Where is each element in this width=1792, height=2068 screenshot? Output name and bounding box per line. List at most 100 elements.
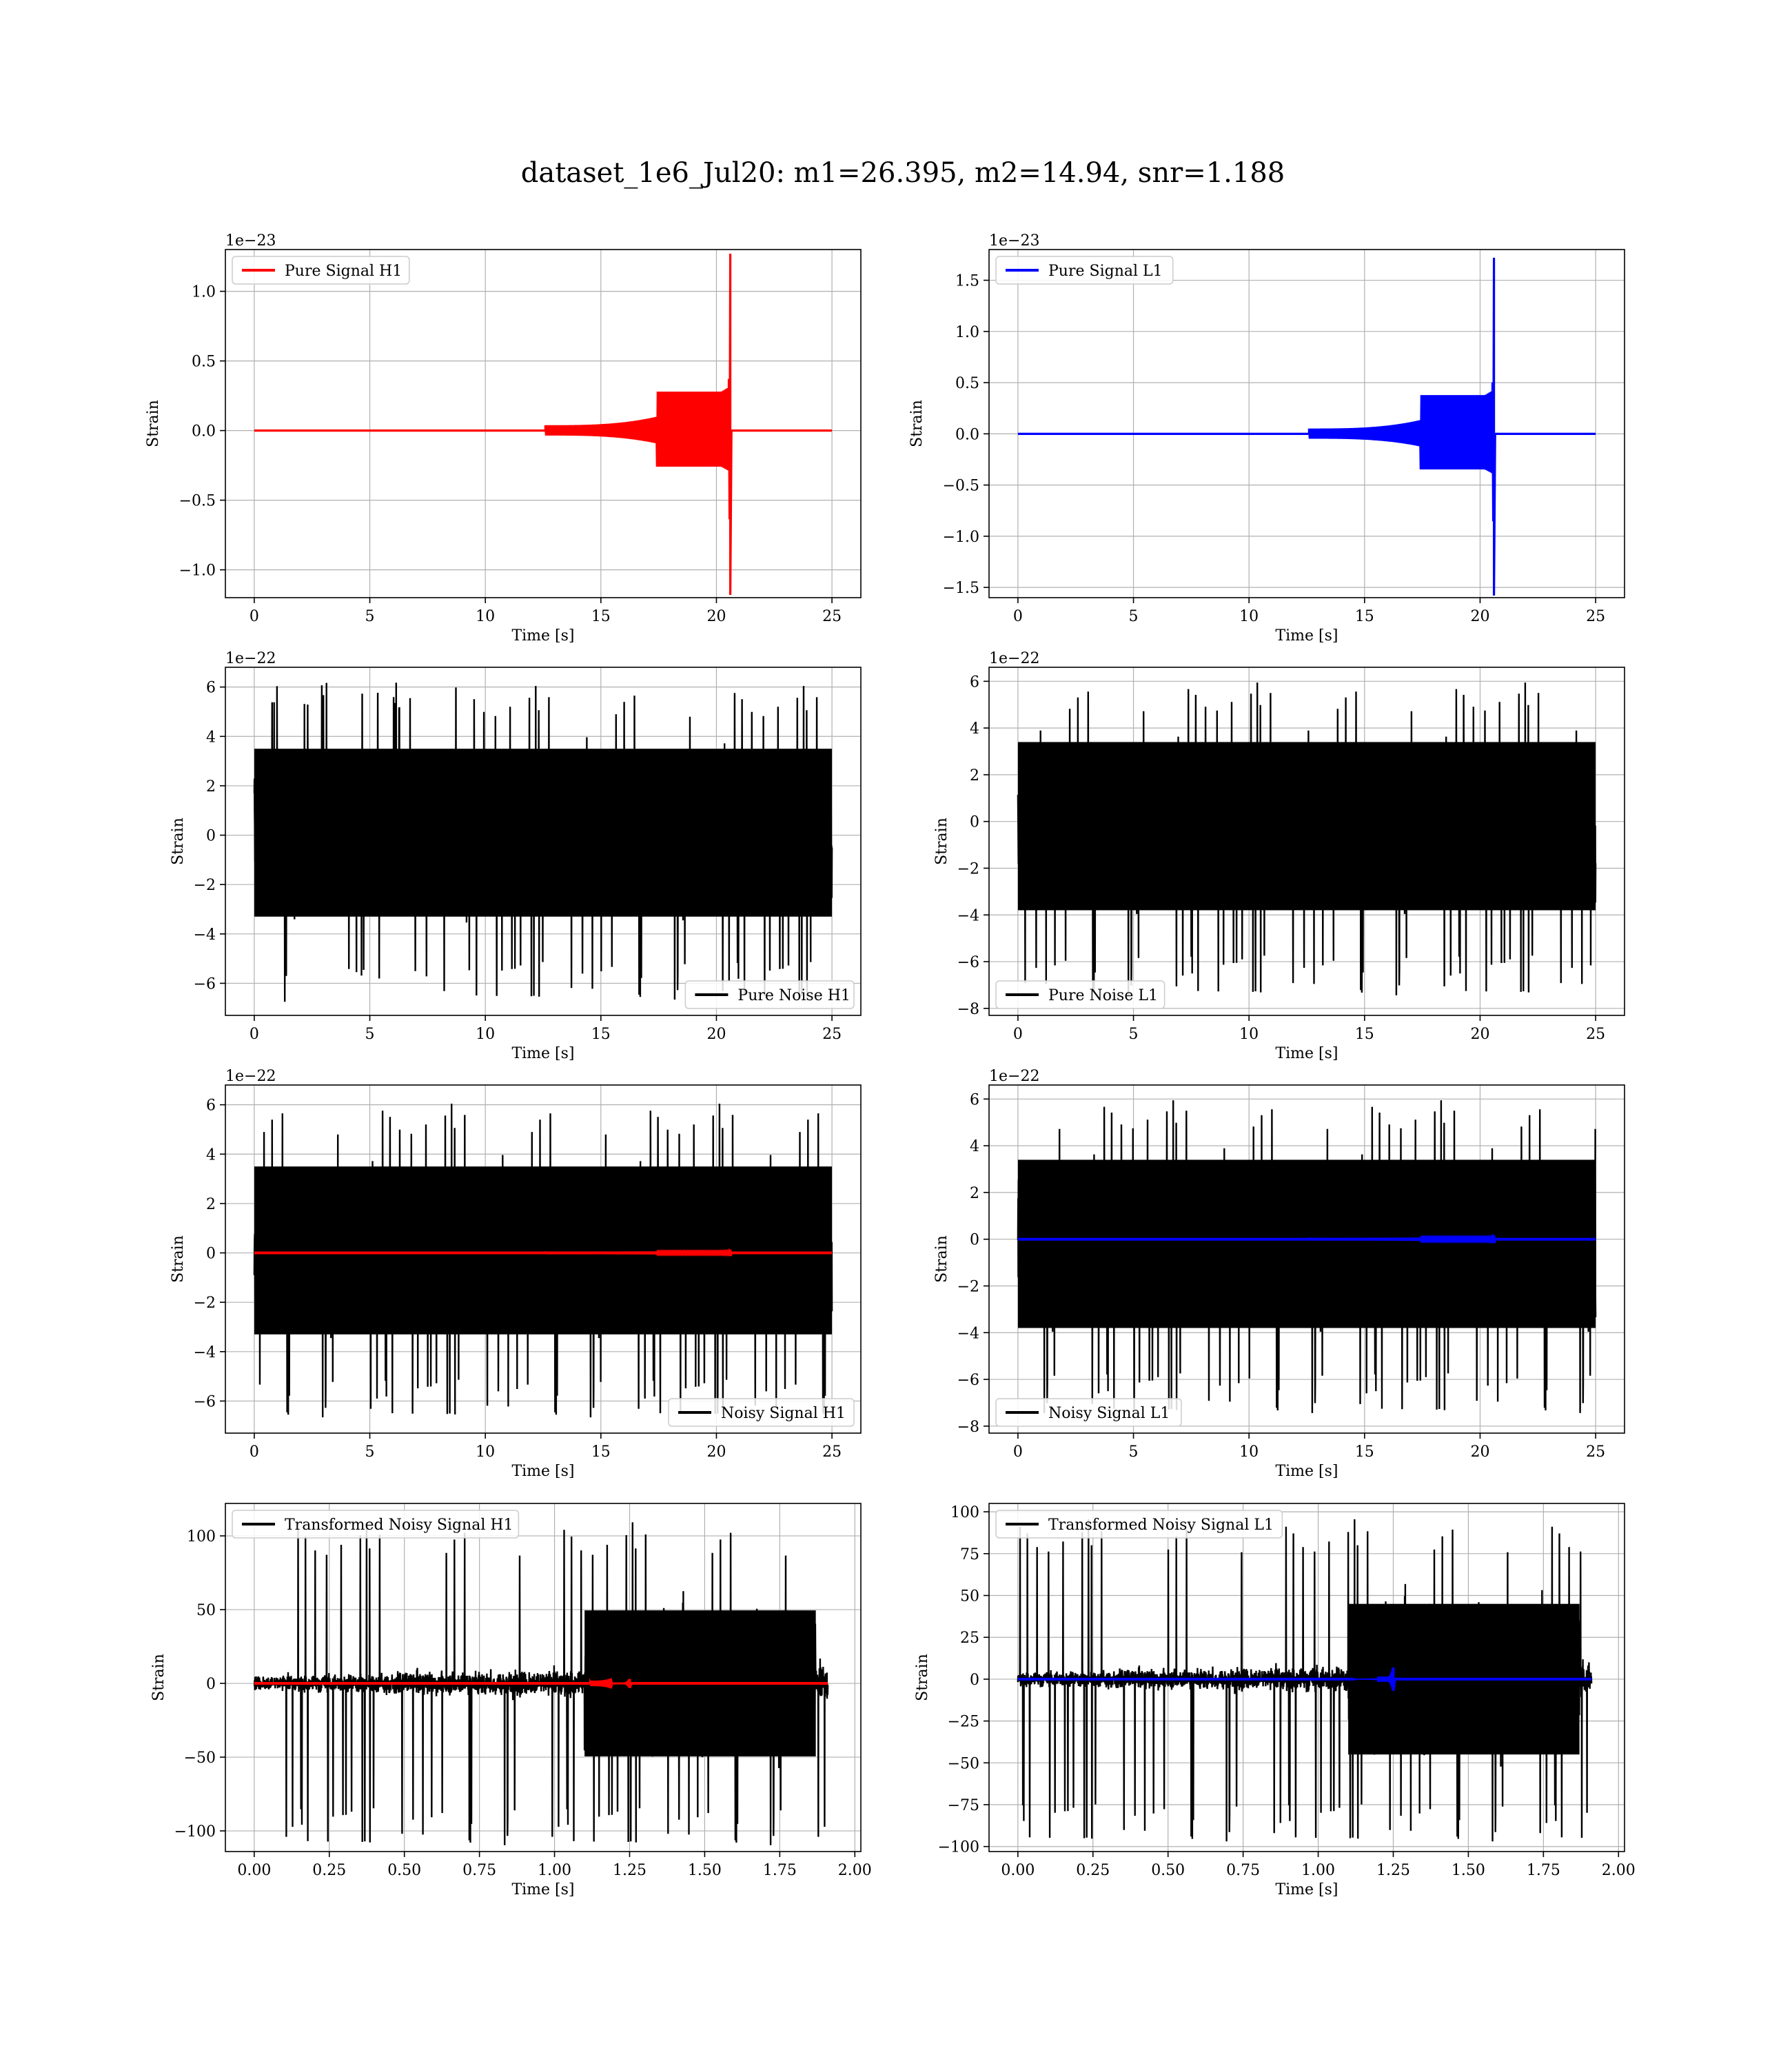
subplot-7: 0.00 0.25 0.50 0.75 1.00 1.25 1.50 1.75 2.00 −100… <box>914 1503 1636 1898</box>
x-axis-label: Time [s] <box>511 627 574 645</box>
x-tick-label: 10 <box>1239 608 1259 625</box>
y-axis-label: Strain <box>933 818 950 865</box>
y-tick-label: −1.5 <box>943 580 979 597</box>
y-tick-label: −75 <box>948 1797 979 1814</box>
x-tick-label: 0 <box>250 608 259 625</box>
x-tick-label: 25 <box>1586 1026 1605 1043</box>
x-tick-label: 15 <box>1355 608 1374 625</box>
series-line-1 <box>254 1248 833 1257</box>
plot-area <box>253 1104 833 1418</box>
plot-area <box>1017 1519 1593 1842</box>
x-tick-label: 15 <box>591 1026 611 1043</box>
subplot-1: 0 5 10 15 20 25 −1.5 −1.0 −0.5 0.0 0.5 1.0 1.5 Time [… <box>908 232 1625 645</box>
x-tick-label: 10 <box>1239 1026 1259 1043</box>
y-tick-label: −2 <box>194 1295 216 1312</box>
x-tick-label: 20 <box>1470 1443 1489 1461</box>
y-axis-label: Strain <box>914 1654 931 1701</box>
x-tick-label: 15 <box>1355 1443 1374 1461</box>
offset-text: 1e−22 <box>989 650 1039 667</box>
y-tick-label: 4 <box>206 729 216 746</box>
x-tick-label: 1.75 <box>1527 1862 1560 1879</box>
x-tick-label: 10 <box>476 1443 495 1461</box>
x-tick-label: 2.00 <box>1602 1862 1636 1879</box>
y-axis-label: Strain <box>908 400 926 447</box>
y-tick-label: −4 <box>957 907 979 924</box>
y-tick-label: 0 <box>970 1672 979 1689</box>
y-tick-label: −2 <box>957 1278 979 1295</box>
x-tick-label: 0.25 <box>312 1862 346 1879</box>
y-tick-label: −2 <box>957 860 979 878</box>
x-tick-label: 0.25 <box>1076 1862 1110 1879</box>
x-tick-label: 0.00 <box>1001 1862 1035 1879</box>
plot-area <box>1017 682 1597 995</box>
y-tick-label: 6 <box>206 680 216 697</box>
y-tick-label: −4 <box>957 1325 979 1342</box>
y-tick-label: −6 <box>957 954 979 971</box>
x-axis-label: Time [s] <box>511 1045 574 1062</box>
legend-label: Pure Signal L1 <box>1048 263 1163 280</box>
subplot-5: 0 5 10 15 20 25 −8 −6 −4 −2 0 2 4 6 Time [s] Strain 1e−2… <box>933 1068 1625 1480</box>
x-tick-label: 1.25 <box>1376 1862 1410 1879</box>
legend-label: Pure Noise H1 <box>737 987 851 1004</box>
y-tick-label: −8 <box>957 1001 979 1018</box>
x-tick-label: 5 <box>365 608 375 625</box>
x-tick-label: 25 <box>1586 608 1605 625</box>
y-tick-label: −50 <box>948 1755 979 1772</box>
x-tick-label: 20 <box>706 1443 726 1461</box>
legend: Pure Noise L1 <box>995 980 1165 1009</box>
y-axis-label: Strain <box>170 1235 187 1283</box>
y-tick-label: 1.5 <box>955 273 979 290</box>
legend-label: Pure Signal H1 <box>285 263 402 280</box>
axes-frame <box>225 667 862 1016</box>
x-tick-label: 1.50 <box>1452 1862 1485 1879</box>
legend-box <box>995 980 1165 1009</box>
legend: Pure Noise H1 <box>684 980 855 1009</box>
plot-area <box>254 254 833 595</box>
x-tick-label: 25 <box>822 608 842 625</box>
y-tick-label: −2 <box>194 877 216 894</box>
x-tick-label: 5 <box>365 1443 375 1461</box>
legend-box <box>684 980 855 1009</box>
y-tick-label: 75 <box>960 1546 979 1563</box>
legend-label: Noisy Signal L1 <box>1048 1405 1170 1422</box>
x-tick-label: 1.25 <box>613 1862 646 1879</box>
x-tick-label: 0.50 <box>1151 1862 1185 1879</box>
legend: Transformed Noisy Signal H1 <box>232 1510 520 1539</box>
subplot-4: 0 5 10 15 20 25 −6 −4 −2 0 2 4 6 Time [s] Strain 1e−22 N… <box>170 1068 862 1480</box>
x-axis-label: Time [s] <box>511 1463 574 1480</box>
x-axis-label: Time [s] <box>1275 1881 1338 1898</box>
legend-box <box>995 1510 1283 1539</box>
plot-area <box>1017 1100 1597 1413</box>
x-tick-label: 1.00 <box>1301 1862 1335 1879</box>
x-tick-label: 10 <box>476 608 495 625</box>
x-tick-label: 1.00 <box>538 1862 571 1879</box>
x-tick-label: 25 <box>822 1443 842 1461</box>
x-tick-label: 0 <box>250 1026 259 1043</box>
y-tick-label: 0 <box>970 814 979 831</box>
y-tick-label: −6 <box>957 1372 979 1389</box>
legend-box <box>232 1510 520 1539</box>
x-tick-label: 10 <box>1239 1443 1259 1461</box>
x-tick-label: 20 <box>706 608 726 625</box>
x-tick-label: 20 <box>706 1026 726 1043</box>
y-tick-label: 0.0 <box>192 423 216 440</box>
y-tick-label: 4 <box>206 1146 216 1164</box>
y-tick-label: 2 <box>970 1185 979 1202</box>
x-tick-label: 5 <box>1129 608 1139 625</box>
x-tick-label: 1.75 <box>763 1862 797 1879</box>
legend: Noisy Signal L1 <box>995 1398 1182 1427</box>
series-line-1 <box>254 1677 828 1690</box>
x-tick-label: 20 <box>1470 1026 1489 1043</box>
y-tick-label: 100 <box>187 1528 216 1545</box>
legend-label: Pure Noise L1 <box>1048 987 1158 1004</box>
y-tick-label: −0.5 <box>179 493 216 510</box>
legend: Pure Signal L1 <box>995 256 1174 285</box>
x-tick-label: 20 <box>1470 608 1489 625</box>
y-tick-label: 50 <box>196 1602 216 1619</box>
y-tick-label: 6 <box>970 1091 979 1108</box>
figure-title: dataset_1e6_Jul20: m1=26.395, m2=14.94, … <box>520 157 1285 189</box>
x-axis-label: Time [s] <box>1275 627 1338 645</box>
y-tick-label: 2 <box>206 1196 216 1213</box>
axes-frame <box>988 667 1625 1016</box>
x-tick-label: 10 <box>476 1026 495 1043</box>
